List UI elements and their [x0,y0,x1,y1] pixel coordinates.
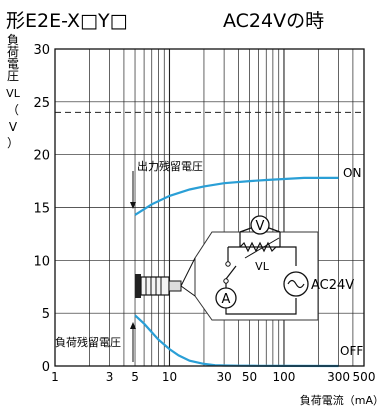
y-tick-label: 5 [42,307,50,322]
x-tick-label: 3 [106,370,114,384]
chart-title: 形E2E-X□Y□ [6,10,128,32]
y-axis-label-char: 電 [7,57,19,71]
x-tick-label: 50 [242,370,257,384]
y-tick-label: 20 [33,149,50,164]
switch-contact-bottom [223,278,229,284]
x-tick-label: 100 [273,370,296,384]
ac-wave-icon [287,279,305,289]
y-tick-label: 30 [33,43,50,58]
x-tick-label: 30 [216,370,231,384]
state-label-on: ON [343,166,361,180]
series-line-on [134,176,339,216]
ammeter-icon [215,287,237,309]
axes: 0 5 10 15 20 25 30 1 3 5 10 30 50 100 300 500 負荷電流（mA） 負荷… [6,33,384,407]
voltmeter-label: V [256,219,265,234]
x-tick-label: 5 [131,370,139,384]
series-label-off: 負荷残留電圧 [55,335,121,349]
load-voltage-label: VL [255,260,270,273]
circuit-diagram: V VL A AC24V [135,215,354,321]
state-label-off: OFF [340,344,363,358]
chart-annotations: 出力残留電圧 ON 負荷残留電圧 OFF [55,159,363,362]
y-tick-label: 25 [33,96,50,111]
y-tick-label: 10 [33,254,50,269]
y-axis-label-char: ） [7,136,19,150]
arrow-off-head [130,322,136,329]
sensor-body [140,276,170,296]
wire-vm-l [239,227,252,233]
wire-vm-r [268,227,281,233]
y-axis-label-char: （ [7,103,19,117]
load-resistor [239,241,280,253]
x-tick-label: 500 [353,370,376,384]
ac-source-label: AC24V [311,278,354,293]
x-tick-label: 300 [327,370,350,384]
y-tick-label: 15 [33,202,50,217]
y-axis-label-char: VL [6,87,21,100]
chart-subtitle: AC24Vの時 [223,10,324,32]
resistor-adjust-arrow [244,237,280,259]
voltmeter-icon [250,215,270,235]
arrow-on-head [130,202,136,209]
x-tick-label: 10 [162,370,177,384]
ammeter-label: A [222,292,231,307]
series-label-on: 出力残留電圧 [137,159,203,173]
y-axis-label-char: 圧 [7,69,19,83]
y-axis-label-char: 荷 [7,45,19,59]
x-axis-label: 負荷電流（mA） [300,393,384,407]
sensor-leader [180,257,196,297]
x-tick-label: 1 [51,370,59,384]
plot-frame [54,48,365,367]
y-axis-label-char: V [9,120,18,134]
wire-bottom [225,298,297,315]
y-tick-label: 0 [42,360,50,375]
switch-contact-top [225,261,231,267]
sensor-cable-end [135,274,141,298]
series-line-off [134,314,339,368]
switch-blade [225,265,237,280]
sensor-cable-gland [168,280,182,292]
y-axis-label-char: 負 [7,33,19,47]
